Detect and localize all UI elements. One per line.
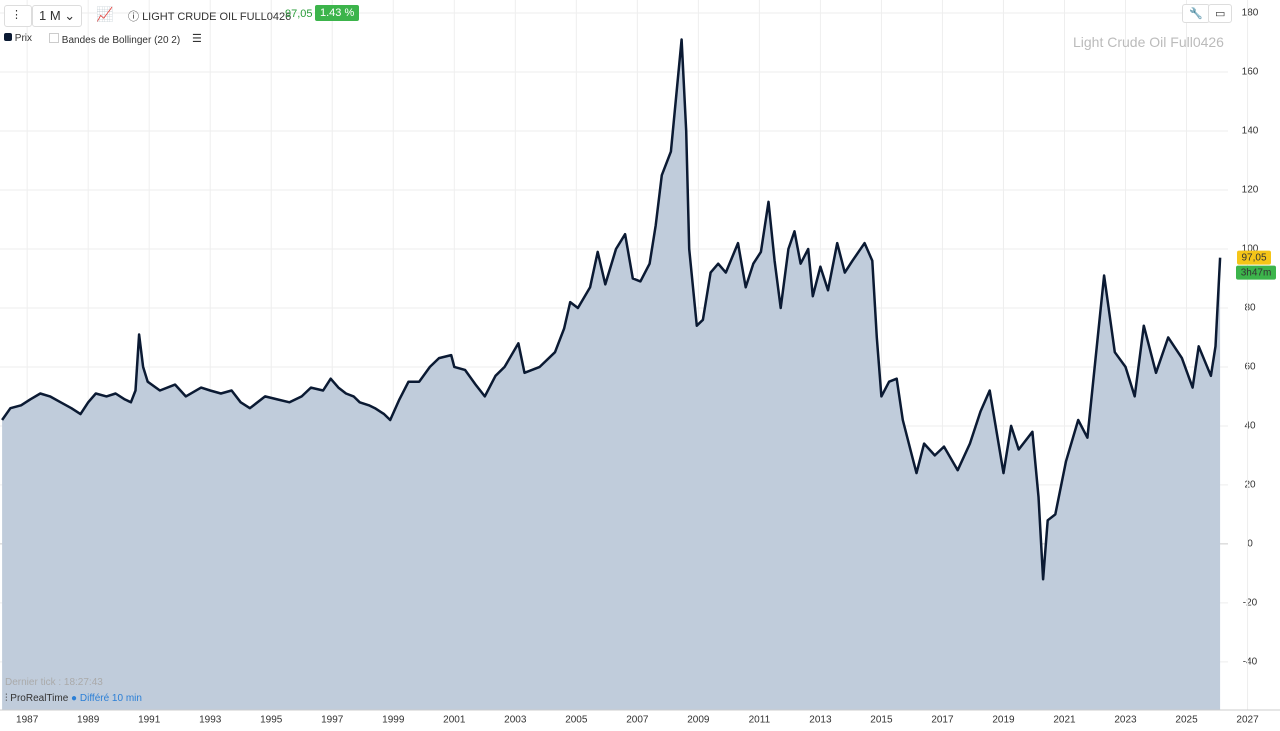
x-tick-label: 1997 — [321, 715, 344, 726]
period: 1 M — [39, 8, 61, 23]
period-select[interactable]: 1 M ⌄ — [32, 5, 83, 27]
x-tick-label: 2013 — [809, 715, 832, 726]
x-tick-label: 1999 — [382, 715, 405, 726]
header-price: 97,05 — [285, 8, 313, 20]
x-tick-label: 1991 — [138, 715, 161, 726]
instrument-info[interactable]: ⓘ LIGHT CRUDE OIL FULL0426 — [128, 11, 292, 23]
calendar-button[interactable]: ▭ — [1208, 4, 1233, 23]
timer-badge — [1236, 265, 1276, 280]
y-tick-label: 60 — [1244, 362, 1256, 373]
legend-indicator[interactable]: Bandes de Bollinger (20 2) — [49, 33, 180, 46]
y-tick-label: -20 — [1243, 598, 1258, 609]
x-tick-label: 2009 — [687, 715, 710, 726]
brand: ⫶ ProRealTime ● Différé 10 min — [5, 693, 142, 704]
brand-name: ProRealTime — [10, 693, 69, 704]
x-tick-label: 2023 — [1114, 715, 1137, 726]
y-tick-label: 160 — [1242, 67, 1259, 78]
x-tick-label: 2007 — [626, 715, 649, 726]
price-line — [1, 38, 1222, 581]
y-tick-label: 0 — [1247, 539, 1253, 550]
x-tick-label: 2015 — [870, 715, 893, 726]
y-tick-label: -40 — [1243, 657, 1258, 668]
watermark-title: Light Crude Oil Full0426 — [1073, 34, 1224, 50]
x-tick-label: 1987 — [16, 715, 39, 726]
y-tick-label: 180 — [1242, 8, 1259, 19]
x-tick-label: 2021 — [1053, 715, 1076, 726]
x-tick-label: 2001 — [443, 715, 466, 726]
x-tick-label: 2017 — [931, 715, 954, 726]
x-tick-label: 1993 — [199, 715, 222, 726]
x-tick-label: 2011 — [749, 715, 771, 726]
y-tick-label: 80 — [1244, 303, 1256, 314]
price-badge — [1237, 250, 1271, 265]
x-tick-label: 2005 — [565, 715, 588, 726]
timer-label: 3h47m — [1241, 267, 1272, 278]
x-tick-label: 2003 — [504, 715, 527, 726]
axis-panel — [1228, 0, 1280, 710]
x-tick-label: 2027 — [1236, 715, 1259, 726]
indicator-label: Bandes de Bollinger (20 2) — [61, 35, 181, 46]
y-tick-label: 120 — [1242, 185, 1259, 196]
tools-button[interactable]: 🔧 — [1182, 4, 1210, 23]
instrument: LIGHT CRUDE OIL FULL0426 — [142, 11, 292, 23]
last-tick: Dernier tick : 18:27:43 — [5, 677, 103, 688]
area-fill — [2, 39, 1221, 710]
y-tick-label: 40 — [1244, 421, 1256, 432]
x-tick-label: 1995 — [260, 715, 283, 726]
delay: Différé 10 min — [79, 693, 142, 704]
x-tick-label: 2019 — [992, 715, 1015, 726]
menu-button[interactable]: ⋮ — [4, 5, 32, 27]
x-tick-label: 2025 — [1175, 715, 1198, 726]
legend-series[interactable]: Prix — [4, 33, 32, 44]
chart-type-button[interactable]: 📈 — [96, 6, 114, 22]
x-tick-label: 1989 — [77, 715, 100, 726]
legend-label: Prix — [14, 33, 33, 44]
change-badge: 1.43 % — [315, 5, 360, 21]
y-tick-label: 100 — [1242, 244, 1259, 255]
price-badge-label: 97,05 — [1241, 252, 1266, 263]
y-tick-label: 20 — [1244, 480, 1256, 491]
y-tick-label: 140 — [1242, 126, 1259, 137]
legend-menu[interactable]: ☰ — [192, 33, 202, 45]
